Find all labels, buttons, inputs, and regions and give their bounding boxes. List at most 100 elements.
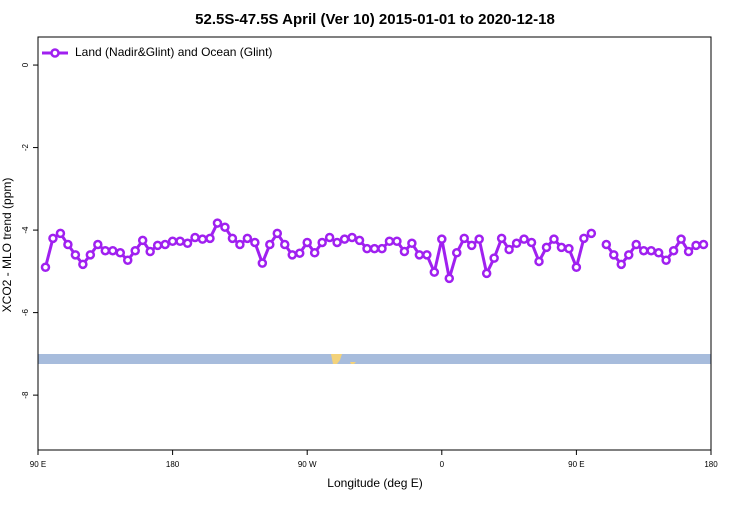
point [474, 234, 484, 244]
point [205, 233, 215, 244]
point [265, 239, 275, 250]
point [504, 244, 514, 255]
point [160, 239, 170, 250]
point [182, 238, 193, 249]
point [571, 262, 582, 272]
point [691, 240, 701, 251]
x-tick-label: 0 [440, 460, 445, 469]
point [122, 255, 133, 265]
point [212, 218, 223, 228]
point [444, 273, 455, 284]
point [437, 234, 447, 244]
x-axis-label: Longitude (deg E) [327, 476, 422, 490]
point [466, 240, 477, 251]
point [384, 236, 395, 246]
point [220, 222, 230, 232]
x-tick-label: 90 W [298, 460, 317, 469]
point [526, 237, 537, 248]
point [519, 234, 529, 244]
point [377, 243, 387, 254]
point [586, 228, 597, 239]
point [70, 250, 81, 260]
point [414, 250, 425, 260]
y-tick-label: -4 [21, 226, 30, 234]
point [668, 245, 679, 256]
point [698, 239, 709, 250]
x-tick-label: 180 [166, 460, 180, 469]
plot-frame [37, 36, 712, 451]
point [347, 232, 357, 243]
point [631, 239, 641, 250]
point [676, 234, 686, 244]
point [459, 233, 469, 244]
point [429, 267, 440, 277]
point [638, 245, 649, 256]
point [549, 234, 559, 244]
y-tick-label: -2 [21, 143, 30, 151]
point [257, 258, 268, 268]
point [93, 239, 103, 250]
point [272, 228, 283, 239]
point [496, 233, 507, 244]
point [362, 243, 372, 254]
point [556, 242, 567, 253]
legend-marker [50, 48, 60, 58]
x-tick-label: 180 [704, 460, 718, 469]
point [481, 268, 492, 279]
point [100, 245, 111, 256]
point [63, 239, 73, 250]
point [115, 248, 126, 258]
point [324, 232, 335, 243]
y-tick-label: -8 [21, 391, 30, 399]
point [48, 233, 58, 244]
point [175, 236, 185, 246]
point [623, 250, 634, 260]
point [354, 235, 365, 246]
point [661, 255, 671, 265]
point [152, 240, 163, 251]
chart-title: 52.5S-47.5S April (Ver 10) 2015-01-01 to… [195, 11, 555, 28]
point [197, 234, 208, 244]
point [339, 234, 350, 244]
point [369, 243, 380, 254]
point [534, 256, 544, 267]
point [78, 259, 88, 270]
point [130, 245, 140, 256]
point [108, 245, 118, 256]
point [309, 248, 320, 258]
point [55, 228, 66, 239]
point [294, 248, 305, 258]
point [190, 232, 200, 243]
point [616, 259, 627, 270]
point [167, 236, 178, 246]
point [564, 243, 574, 254]
point [452, 248, 462, 258]
surface-strip [38, 354, 711, 364]
point [579, 233, 589, 244]
x-tick-label: 90 E [30, 460, 46, 469]
point [489, 253, 499, 263]
y-tick-label: 0 [21, 62, 30, 67]
y-tick-label: -6 [21, 309, 30, 317]
point [653, 248, 664, 258]
point [85, 250, 96, 260]
y-axis-label: XCO2 - MLO trend (ppm) [0, 178, 14, 313]
point [511, 238, 522, 249]
point [287, 250, 297, 260]
point [317, 237, 327, 248]
point [250, 237, 260, 248]
point [683, 246, 694, 257]
point [235, 239, 245, 250]
land-patch [331, 354, 356, 364]
point [280, 239, 290, 250]
point [392, 236, 402, 246]
legend-label: Land (Nadir&Glint) and Ocean (Glint) [75, 45, 272, 59]
x-tick-label: 90 E [568, 460, 584, 469]
point [40, 262, 51, 272]
point [601, 239, 612, 250]
point [399, 246, 410, 257]
point [145, 246, 155, 257]
point [332, 237, 342, 248]
